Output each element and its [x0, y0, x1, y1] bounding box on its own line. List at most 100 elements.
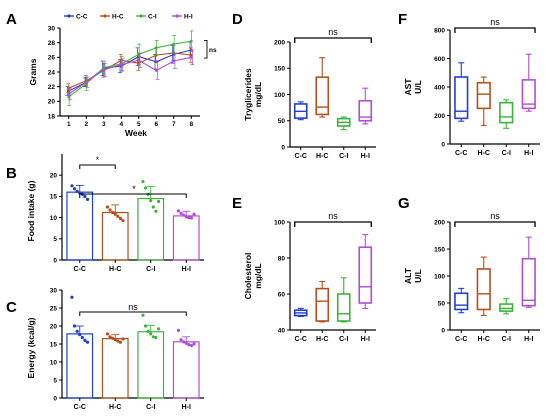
data-point — [121, 218, 125, 223]
y-tick-label: 40 — [278, 327, 286, 334]
x-tick-label: H-I — [524, 336, 533, 343]
y-tick-label: 20 — [50, 173, 58, 180]
data-point — [149, 199, 153, 203]
significance-label: ns — [328, 211, 338, 221]
y-axis-unit: mg/dL — [253, 82, 263, 108]
panel-letter-d: D — [232, 11, 243, 28]
data-point — [192, 342, 196, 346]
x-tick-label: 3 — [102, 121, 106, 128]
data-point — [149, 332, 153, 336]
data-point — [83, 338, 87, 342]
data-point — [70, 184, 74, 188]
y-tick-label: 150 — [434, 246, 445, 253]
y-tick-label: 20 — [48, 99, 56, 106]
x-tick-label: C-C — [455, 150, 467, 157]
y-tick-label: 25 — [50, 305, 58, 312]
x-tick-label: H-I — [361, 153, 370, 160]
y-axis-title: Tryglicerides — [243, 68, 253, 121]
y-tick-label: 0 — [53, 257, 57, 264]
x-tick-label: C-C — [295, 336, 307, 343]
x-tick-label: C-I — [502, 150, 511, 157]
data-point — [182, 213, 186, 217]
x-tick-label: H-I — [524, 150, 533, 157]
box-c-i — [336, 293, 351, 322]
data-point — [192, 212, 196, 216]
significance-label: ns — [128, 302, 138, 312]
data-point — [189, 216, 194, 220]
data-point — [154, 209, 158, 213]
data-point — [121, 337, 125, 341]
y-tick-label: 60 — [278, 291, 286, 298]
box-c-i — [499, 303, 514, 312]
y-tick-label: 50 — [278, 118, 286, 125]
panel-letter-a: A — [6, 11, 17, 28]
data-point — [154, 69, 158, 72]
data-point — [184, 215, 188, 219]
x-tick-label: 5 — [137, 121, 141, 128]
legend-label: C-C — [76, 14, 88, 21]
data-point — [67, 95, 71, 99]
data-point — [176, 209, 181, 213]
box-h-c — [476, 268, 491, 311]
box-h-c — [315, 287, 330, 322]
x-tick-label: H-C — [109, 404, 121, 411]
data-point — [143, 186, 148, 190]
bar-c-i — [137, 197, 165, 261]
y-axis-title: ALT — [403, 267, 413, 284]
data-point — [116, 214, 120, 218]
y-tick-label: 18 — [48, 113, 56, 120]
significance-bracket — [294, 221, 372, 227]
data-point — [119, 63, 123, 67]
x-tick-label: H-C — [316, 153, 328, 160]
data-point — [70, 295, 74, 299]
x-tick-label: H-C — [478, 336, 490, 343]
y-axis-title: Food intake (g) — [26, 180, 36, 241]
x-tick-label: C-I — [339, 153, 348, 160]
y-axis-title: AST — [403, 78, 413, 96]
x-tick-label: H-C — [478, 150, 490, 157]
data-point — [116, 339, 120, 343]
box-h-i — [358, 246, 373, 304]
x-tick-label: H-I — [182, 266, 191, 273]
data-point — [182, 340, 186, 344]
data-point — [172, 59, 176, 63]
data-point — [141, 179, 145, 184]
y-tick-label: 10 — [50, 215, 58, 222]
data-point — [113, 212, 117, 216]
data-point — [154, 335, 158, 340]
y-tick-label: 15 — [50, 341, 58, 348]
panel-letter-g: G — [398, 195, 410, 212]
y-tick-label: 600 — [434, 56, 445, 63]
y-axis-unit: mg/dL — [253, 263, 263, 289]
box-h-i — [358, 100, 373, 122]
data-point — [84, 80, 88, 84]
data-point — [67, 92, 71, 96]
data-point — [176, 328, 181, 332]
series-line-h-i — [68, 56, 192, 95]
x-tick-label: 8 — [189, 121, 193, 128]
bar-c-i — [137, 331, 165, 399]
panel-letter-e: E — [232, 195, 242, 212]
significance-bracket — [294, 37, 372, 43]
box-h-c — [315, 76, 330, 116]
x-tick-label: H-C — [109, 266, 121, 273]
panel-letter-c: C — [6, 299, 17, 316]
data-point — [118, 216, 123, 221]
y-tick-label: 30 — [50, 287, 58, 294]
y-tick-label: 200 — [434, 113, 445, 120]
data-point — [156, 327, 161, 331]
significance-label: ns — [490, 211, 500, 221]
data-point — [189, 53, 193, 57]
legend-label: H-C — [112, 14, 124, 21]
y-tick-label: 80 — [278, 255, 286, 262]
data-point — [75, 189, 79, 193]
significance-label: * — [132, 184, 136, 194]
y-tick-label: 0 — [53, 395, 57, 402]
y-tick-label: 20 — [50, 323, 58, 330]
y-tick-label: 22 — [48, 84, 56, 91]
data-point — [83, 194, 87, 198]
significance-bracket — [204, 40, 208, 59]
data-point — [179, 211, 183, 215]
legend-marker — [175, 14, 179, 18]
